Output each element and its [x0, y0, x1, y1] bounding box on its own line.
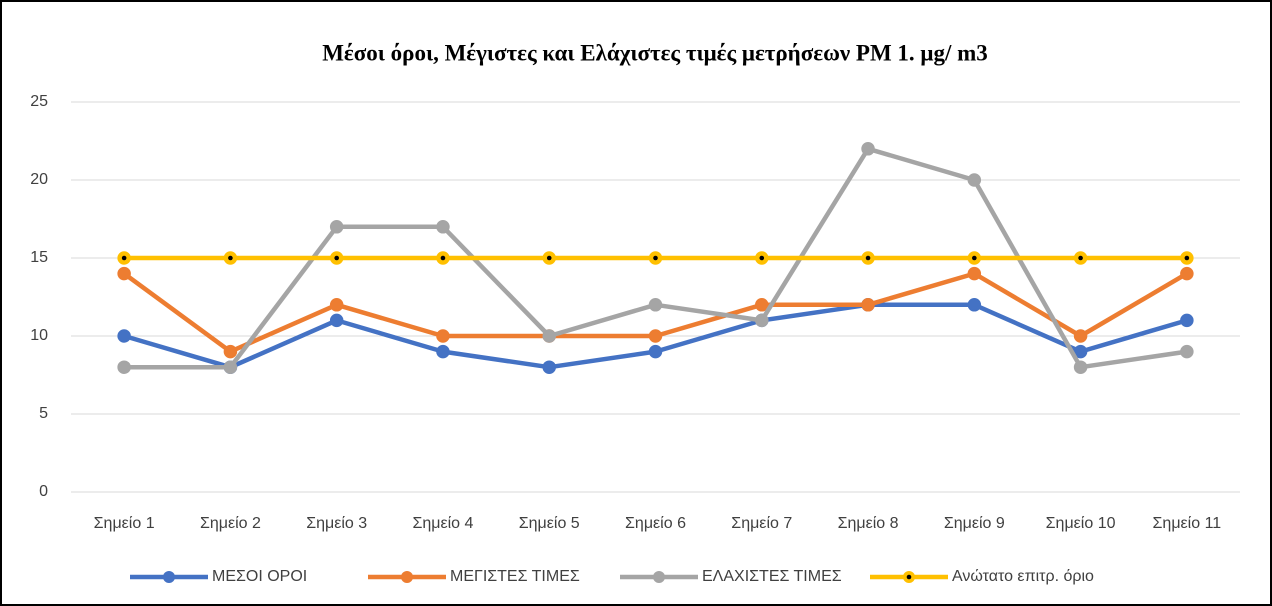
- point-marker-center: [865, 255, 871, 261]
- x-tick-label: Σημείο 1: [94, 515, 155, 532]
- legend-swatch-marker: [163, 571, 175, 583]
- x-tick-label: Σημείο 2: [200, 515, 261, 532]
- legend-label: ΜΕΓΙΣΤΕΣ ΤΙΜΕΣ: [450, 568, 580, 585]
- y-tick-label: 0: [39, 483, 48, 500]
- point-marker: [1073, 329, 1088, 343]
- y-tick-label: 5: [39, 405, 48, 422]
- x-tick-label: Σημείο 4: [412, 515, 473, 532]
- point-marker: [861, 298, 875, 312]
- point-marker-center: [228, 255, 233, 261]
- point-marker: [861, 142, 875, 156]
- point-marker: [967, 266, 982, 281]
- point-marker: [1180, 266, 1194, 281]
- point-marker: [1073, 360, 1088, 374]
- x-tick-label: Σημείο 11: [1153, 515, 1222, 532]
- point-marker: [436, 220, 450, 234]
- point-marker: [329, 220, 344, 234]
- y-tick-label: 25: [30, 93, 48, 110]
- point-marker: [648, 298, 663, 312]
- x-tick-label: Σημείο 3: [306, 515, 367, 532]
- y-tick-label: 10: [30, 327, 48, 344]
- point-marker: [1180, 313, 1194, 328]
- point-marker: [967, 298, 982, 312]
- y-tick-label: 15: [30, 249, 48, 266]
- y-tick-label: 20: [30, 171, 48, 188]
- point-marker-center: [759, 255, 765, 261]
- point-marker: [1180, 344, 1194, 359]
- point-marker-center: [121, 255, 127, 261]
- point-marker: [329, 313, 344, 328]
- point-marker: [117, 266, 131, 281]
- legend-label: Ανώτατο επιτρ. όριο: [952, 568, 1094, 585]
- point-marker: [542, 329, 556, 343]
- x-tick-label: Σημείο 6: [625, 515, 686, 532]
- x-tick-label: Σημείο 9: [944, 515, 1005, 532]
- point-marker-center: [334, 255, 339, 261]
- x-tick-label: Σημείο 5: [519, 515, 580, 532]
- point-marker-center: [1078, 255, 1083, 261]
- point-marker-center: [653, 255, 658, 261]
- legend-swatch-center: [906, 574, 912, 580]
- point-marker: [436, 329, 450, 343]
- point-marker: [223, 360, 238, 374]
- point-marker: [1073, 344, 1088, 359]
- x-tick-label: Σημείο 8: [838, 515, 899, 532]
- point-marker: [329, 298, 344, 312]
- x-tick-label: Σημείο 10: [1046, 515, 1116, 532]
- point-marker: [117, 329, 131, 343]
- point-marker-center: [546, 255, 552, 261]
- point-marker-center: [1184, 255, 1190, 261]
- point-marker: [117, 360, 131, 374]
- x-tick-label: Σημείο 7: [731, 515, 792, 532]
- legend-swatch-marker: [653, 571, 665, 583]
- legend-swatch-marker: [401, 571, 413, 583]
- chart-title: Μέσοι όροι, Μέγιστες και Ελάχιστες τιμές…: [322, 40, 988, 65]
- point-marker: [648, 344, 663, 359]
- point-marker: [967, 173, 982, 187]
- point-marker: [436, 344, 450, 359]
- point-marker-center: [440, 255, 446, 261]
- point-marker-center: [972, 255, 977, 261]
- point-marker: [648, 329, 663, 343]
- point-marker: [542, 360, 556, 374]
- point-marker: [223, 344, 238, 359]
- legend-label: ΕΛΑΧΙΣΤΕΣ ΤΙΜΕΣ: [702, 568, 842, 585]
- point-marker: [755, 298, 769, 312]
- point-marker: [755, 313, 769, 328]
- legend-label: ΜΕΣΟΙ ΟΡΟΙ: [212, 568, 307, 585]
